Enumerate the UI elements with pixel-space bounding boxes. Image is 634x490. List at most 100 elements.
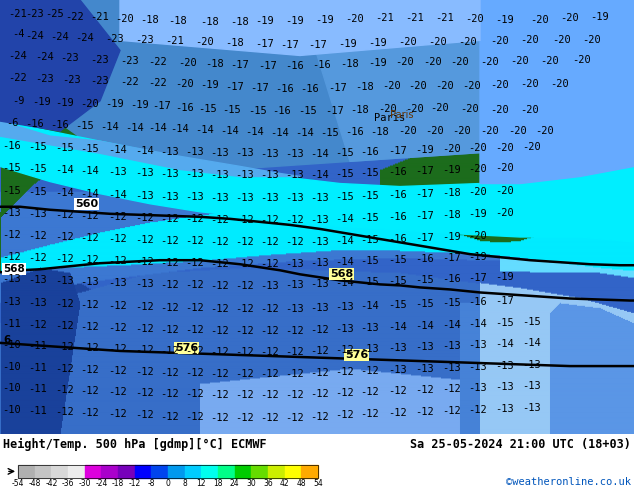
Text: -12: -12 xyxy=(186,214,204,224)
Text: -20: -20 xyxy=(481,126,500,136)
Text: -19: -19 xyxy=(339,39,358,49)
Text: -24: -24 xyxy=(25,31,44,41)
Text: -12: -12 xyxy=(236,326,254,336)
Text: -23: -23 xyxy=(120,55,139,66)
Text: -14: -14 xyxy=(108,145,127,155)
Text: -20: -20 xyxy=(378,104,398,114)
Bar xyxy=(235,465,251,478)
Text: -13: -13 xyxy=(443,363,462,373)
Text: -16: -16 xyxy=(286,61,304,71)
Text: -12: -12 xyxy=(261,391,280,400)
Text: -12: -12 xyxy=(160,346,179,356)
Text: -12: -12 xyxy=(469,405,488,416)
Text: -12: -12 xyxy=(286,413,304,422)
Text: -13: -13 xyxy=(286,280,304,291)
Text: 568: 568 xyxy=(330,270,353,279)
Text: -12: -12 xyxy=(361,410,379,419)
Text: -20: -20 xyxy=(481,56,500,67)
Text: -14: -14 xyxy=(196,125,214,135)
Text: -12: -12 xyxy=(416,408,434,417)
Text: -18: -18 xyxy=(340,58,359,69)
Text: -16: -16 xyxy=(301,84,320,94)
Text: -14: -14 xyxy=(311,171,330,180)
Text: -12: -12 xyxy=(56,321,74,331)
Text: -17: -17 xyxy=(389,147,408,156)
Text: -20: -20 xyxy=(521,35,540,46)
Text: -13: -13 xyxy=(136,169,154,178)
Bar xyxy=(134,465,152,478)
Text: -15: -15 xyxy=(361,256,379,266)
Text: -15: -15 xyxy=(335,148,354,158)
Text: -15: -15 xyxy=(361,191,379,200)
Text: -22: -22 xyxy=(148,56,167,67)
Text: -12: -12 xyxy=(236,259,254,269)
Text: -12: -12 xyxy=(160,325,179,335)
Text: -12: -12 xyxy=(136,213,154,223)
Text: -13: -13 xyxy=(311,193,330,203)
Text: -12: -12 xyxy=(160,303,179,313)
Text: -20: -20 xyxy=(510,55,529,66)
Text: -12: -12 xyxy=(160,258,179,268)
Text: -20: -20 xyxy=(521,105,540,115)
Text: -20: -20 xyxy=(463,81,481,91)
Text: -16: -16 xyxy=(51,120,69,130)
Text: -16: -16 xyxy=(389,234,408,244)
Text: -54: -54 xyxy=(12,479,24,488)
Text: -24: -24 xyxy=(51,32,69,42)
Bar xyxy=(218,465,235,478)
Text: -15: -15 xyxy=(249,106,268,116)
Text: -17: -17 xyxy=(259,61,278,71)
Text: -19: -19 xyxy=(32,97,51,107)
Text: -20: -20 xyxy=(496,164,514,173)
Text: -12: -12 xyxy=(210,347,230,357)
Text: -10: -10 xyxy=(3,362,22,372)
Text: -13: -13 xyxy=(496,361,514,371)
Text: -20: -20 xyxy=(409,81,427,91)
Text: -16: -16 xyxy=(176,103,195,113)
Text: -19: -19 xyxy=(106,99,124,109)
Bar xyxy=(101,465,118,478)
Text: -20: -20 xyxy=(573,54,592,65)
Text: -13: -13 xyxy=(335,301,354,312)
Text: -14: -14 xyxy=(335,214,354,224)
Text: -12: -12 xyxy=(186,236,204,246)
Text: -12: -12 xyxy=(236,237,254,247)
Text: -21: -21 xyxy=(9,9,27,19)
Text: -12: -12 xyxy=(286,215,304,225)
Text: -12: -12 xyxy=(136,324,154,334)
Text: -13: -13 xyxy=(286,171,304,180)
Text: -36: -36 xyxy=(61,479,74,488)
Text: -12: -12 xyxy=(236,304,254,314)
Text: -20: -20 xyxy=(451,56,469,67)
Text: -30: -30 xyxy=(79,479,91,488)
Text: -12: -12 xyxy=(81,299,100,310)
Text: -13: -13 xyxy=(136,279,154,290)
Text: -20: -20 xyxy=(429,37,448,48)
Text: -13: -13 xyxy=(160,192,179,202)
Text: -13: -13 xyxy=(29,275,48,285)
Text: -17: -17 xyxy=(226,82,244,92)
Text: -21: -21 xyxy=(91,12,110,22)
Text: -18: -18 xyxy=(200,17,219,27)
Text: -12: -12 xyxy=(389,386,408,396)
Text: -18: -18 xyxy=(443,210,462,220)
Text: Paris: Paris xyxy=(374,113,406,123)
Text: -12: -12 xyxy=(56,342,74,352)
Text: -12: -12 xyxy=(286,237,304,247)
Bar xyxy=(85,465,101,478)
Text: -12: -12 xyxy=(29,231,48,241)
Text: ©weatheronline.co.uk: ©weatheronline.co.uk xyxy=(506,477,631,487)
Text: -20: -20 xyxy=(465,14,484,24)
Text: -12: -12 xyxy=(286,326,304,336)
Polygon shape xyxy=(300,0,634,161)
Text: -15: -15 xyxy=(198,104,217,114)
Text: -13: -13 xyxy=(469,362,488,372)
Text: -12: -12 xyxy=(56,298,74,309)
Text: -12: -12 xyxy=(3,252,22,262)
Text: -12: -12 xyxy=(81,255,100,265)
Bar xyxy=(184,465,202,478)
Text: -15: -15 xyxy=(389,255,408,265)
Text: -12: -12 xyxy=(311,325,330,335)
Text: -15: -15 xyxy=(56,143,74,153)
Text: -18: -18 xyxy=(112,479,124,488)
